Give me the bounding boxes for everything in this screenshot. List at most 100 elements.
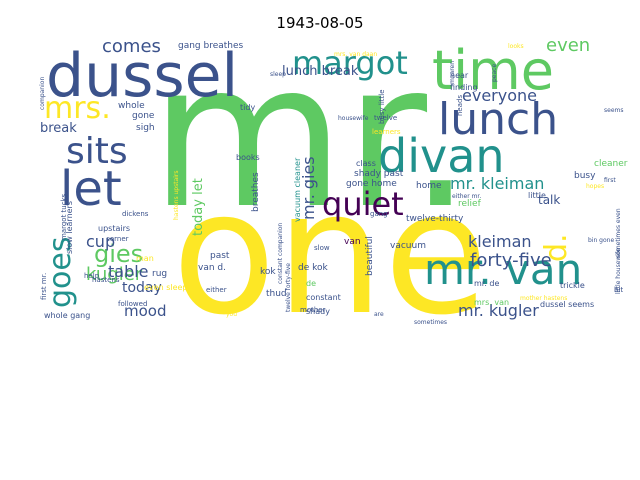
word-van: van	[344, 237, 361, 247]
word-mr: mr.	[150, 20, 472, 253]
word-mother: mother	[300, 306, 326, 314]
chart-title: 1943-08-05	[276, 14, 364, 32]
word-time: time	[432, 39, 554, 102]
word-mr-gies: mr. gies	[299, 156, 318, 220]
word-cup: cup	[86, 232, 115, 251]
word-mr-van: mr. van	[424, 245, 582, 294]
word-you: you	[226, 311, 237, 318]
word-hopes: hopes	[586, 183, 604, 190]
word-cleaner: cleaner	[594, 159, 628, 169]
word-peace: peace	[491, 64, 498, 82]
word-either: either	[206, 286, 227, 294]
word-followed: followed	[118, 300, 147, 308]
word-gies: gies	[94, 240, 143, 268]
word-kugler: kugler	[86, 264, 143, 285]
word-slow-learners: slow learners	[65, 201, 74, 254]
word-sigh: sigh	[136, 123, 155, 133]
word-bin-gone: bin gone	[588, 237, 614, 244]
word-companion: companion	[39, 77, 46, 110]
word-today-let: today let	[191, 178, 206, 236]
word-learners: learners	[372, 128, 401, 136]
word-first: first	[604, 177, 616, 184]
word-sleep: sleep	[270, 71, 286, 78]
word-breathes: breathes	[251, 172, 261, 212]
word-twelve-forty-five: twelve forty-five	[285, 263, 292, 312]
word-heads: heads	[456, 95, 464, 116]
word-dussel: dussel	[46, 41, 238, 111]
word-little: little	[528, 191, 546, 200]
word-thud: thud	[266, 289, 287, 299]
word-busy-little: busy little	[378, 89, 386, 124]
word-de: de	[306, 279, 316, 288]
word-looks: looks	[508, 43, 524, 50]
word-talk: talk	[538, 193, 560, 207]
word-whole-gang: whole gang	[44, 311, 90, 320]
word-first-mr: first mr.	[40, 273, 48, 300]
word-vacuum-cleaner: vacuum cleaner	[293, 157, 302, 222]
word-housewife: housewife	[338, 115, 369, 122]
word-d: d.	[539, 233, 574, 262]
word-beautiful: beautiful	[365, 236, 375, 276]
word-kok: kok	[260, 267, 276, 277]
word-constant-companion: constant companion	[277, 223, 284, 284]
word-lunch: lunch	[438, 94, 558, 145]
word-home: home	[416, 181, 442, 191]
word-divan: divan	[378, 129, 505, 183]
word-little-housewife: little housewife	[615, 248, 622, 294]
word-everyone: everyone	[462, 86, 537, 105]
word-mr-kugler: mr. kugler	[458, 301, 539, 320]
word-sometimes-even: sometimes even	[615, 208, 622, 258]
word-gang: gang	[370, 210, 388, 218]
word-goes: goes	[43, 237, 78, 308]
word-bit: bit	[614, 286, 623, 294]
word-even: even	[546, 35, 590, 56]
word-shady: shady	[306, 307, 330, 316]
word-mr-de: mr. de	[474, 279, 500, 288]
word-twelve: twelve	[374, 114, 397, 122]
word-today: today	[122, 280, 162, 296]
word-table: table	[108, 262, 149, 281]
word-lunch-break: lunch break	[282, 64, 359, 79]
word-vacuum: vacuum	[390, 241, 426, 251]
word-mr-kleiman: mr. kleiman	[450, 174, 544, 193]
word-gang-breathes: gang breathes	[178, 41, 244, 51]
word-rug: rug	[152, 269, 167, 279]
word-constant: constant	[306, 293, 341, 302]
word-hastens: hastens	[92, 276, 120, 284]
word-hear: hear	[450, 71, 469, 80]
word-forty-five: forty-five	[470, 250, 552, 271]
word-quiet: quiet	[322, 185, 404, 223]
word-gone: gone	[132, 111, 155, 121]
word-mother-hastens: mother hastens	[520, 295, 567, 302]
word-mrs: mrs.	[44, 91, 111, 126]
word-van-d: van d.	[198, 263, 226, 273]
word-past: past	[210, 251, 230, 261]
word-gone-home: gone home	[346, 179, 397, 189]
word-sits: sits	[66, 131, 128, 172]
word-slow: slow	[314, 244, 330, 252]
word-shady-past: shady past	[354, 169, 404, 179]
word-even-sleep: even sleep	[144, 283, 188, 292]
word-dussel-seems: dussel seems	[540, 300, 594, 309]
word-either-mr: either mr.	[452, 193, 481, 200]
word-finding: finding	[450, 83, 478, 92]
word-mood: mood	[124, 302, 167, 320]
word-sometimes: sometimes	[414, 319, 447, 326]
word-seems: seems	[604, 107, 623, 114]
word-whole: whole	[118, 101, 145, 111]
word-one: one	[172, 155, 488, 353]
word-kleiman: kleiman	[468, 232, 532, 251]
word-are: are	[374, 311, 384, 318]
word-help: help	[84, 272, 100, 280]
word-tidy: tidy	[240, 103, 255, 112]
word-comes: comes	[102, 36, 161, 57]
word-class: class	[356, 159, 376, 168]
word-man: man	[136, 254, 154, 263]
word-maaren: maaren	[449, 61, 456, 84]
word-corner: corner	[106, 235, 129, 243]
word-let: let	[60, 161, 122, 217]
word-hastens-upstairs: hastens upstairs	[173, 170, 180, 220]
word-margot-tucks: margot tucks	[60, 193, 68, 240]
word-busy: busy	[574, 171, 596, 181]
